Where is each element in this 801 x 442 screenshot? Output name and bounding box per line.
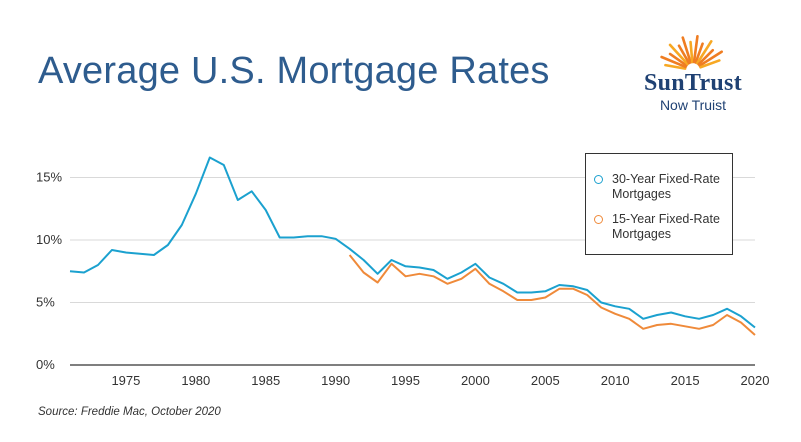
x-tick-label: 1980 <box>181 373 210 388</box>
y-tick-label: 0% <box>36 357 55 372</box>
chart-legend: 30-Year Fixed-Rate Mortgages 15-Year Fix… <box>585 153 733 255</box>
brand-name: SunTrust <box>643 70 742 96</box>
sun-ray <box>689 40 694 64</box>
x-tick-label: 1975 <box>111 373 140 388</box>
source-note: Source: Freddie Mac, October 2020 <box>38 406 221 418</box>
sun-ray <box>677 44 691 65</box>
x-tick-label: 1985 <box>251 373 280 388</box>
suntrust-sunburst-icon <box>660 34 723 70</box>
series-line-15yr <box>348 254 756 336</box>
sun-ray <box>660 55 687 69</box>
x-tick-label: 2000 <box>461 373 490 388</box>
x-tick-label: 1990 <box>321 373 350 388</box>
sun-ray <box>698 50 723 68</box>
x-tick-label: 2015 <box>671 373 700 388</box>
sun-ray <box>695 40 713 65</box>
legend-label-30yr: 30-Year Fixed-Rate Mortgages <box>612 172 720 201</box>
x-tick-label: 2010 <box>601 373 630 388</box>
y-tick-label: 10% <box>36 232 62 247</box>
sun-ray <box>668 43 689 66</box>
y-tick-label: 5% <box>36 295 55 310</box>
sun-ray <box>664 63 687 70</box>
x-tick-label: 2020 <box>741 373 770 388</box>
sun-ray <box>694 42 704 64</box>
legend-label-15yr: 15-Year Fixed-Rate Mortgages <box>612 212 720 241</box>
sun-ray <box>692 34 699 64</box>
legend-marker-30yr <box>594 175 603 184</box>
x-tick-label: 2005 <box>531 373 560 388</box>
chart-title: Average U.S. Mortgage Rates <box>38 50 550 92</box>
sun-ray <box>699 59 721 69</box>
sun-ray <box>697 48 715 66</box>
sun-ray <box>681 36 692 64</box>
brand-subtitle: Now Truist <box>659 97 727 113</box>
sun-ray <box>668 52 688 67</box>
series-line-30yr <box>69 156 756 329</box>
x-tick-label: 1995 <box>391 373 420 388</box>
legend-marker-15yr <box>594 215 603 224</box>
y-tick-label: 15% <box>36 170 62 185</box>
